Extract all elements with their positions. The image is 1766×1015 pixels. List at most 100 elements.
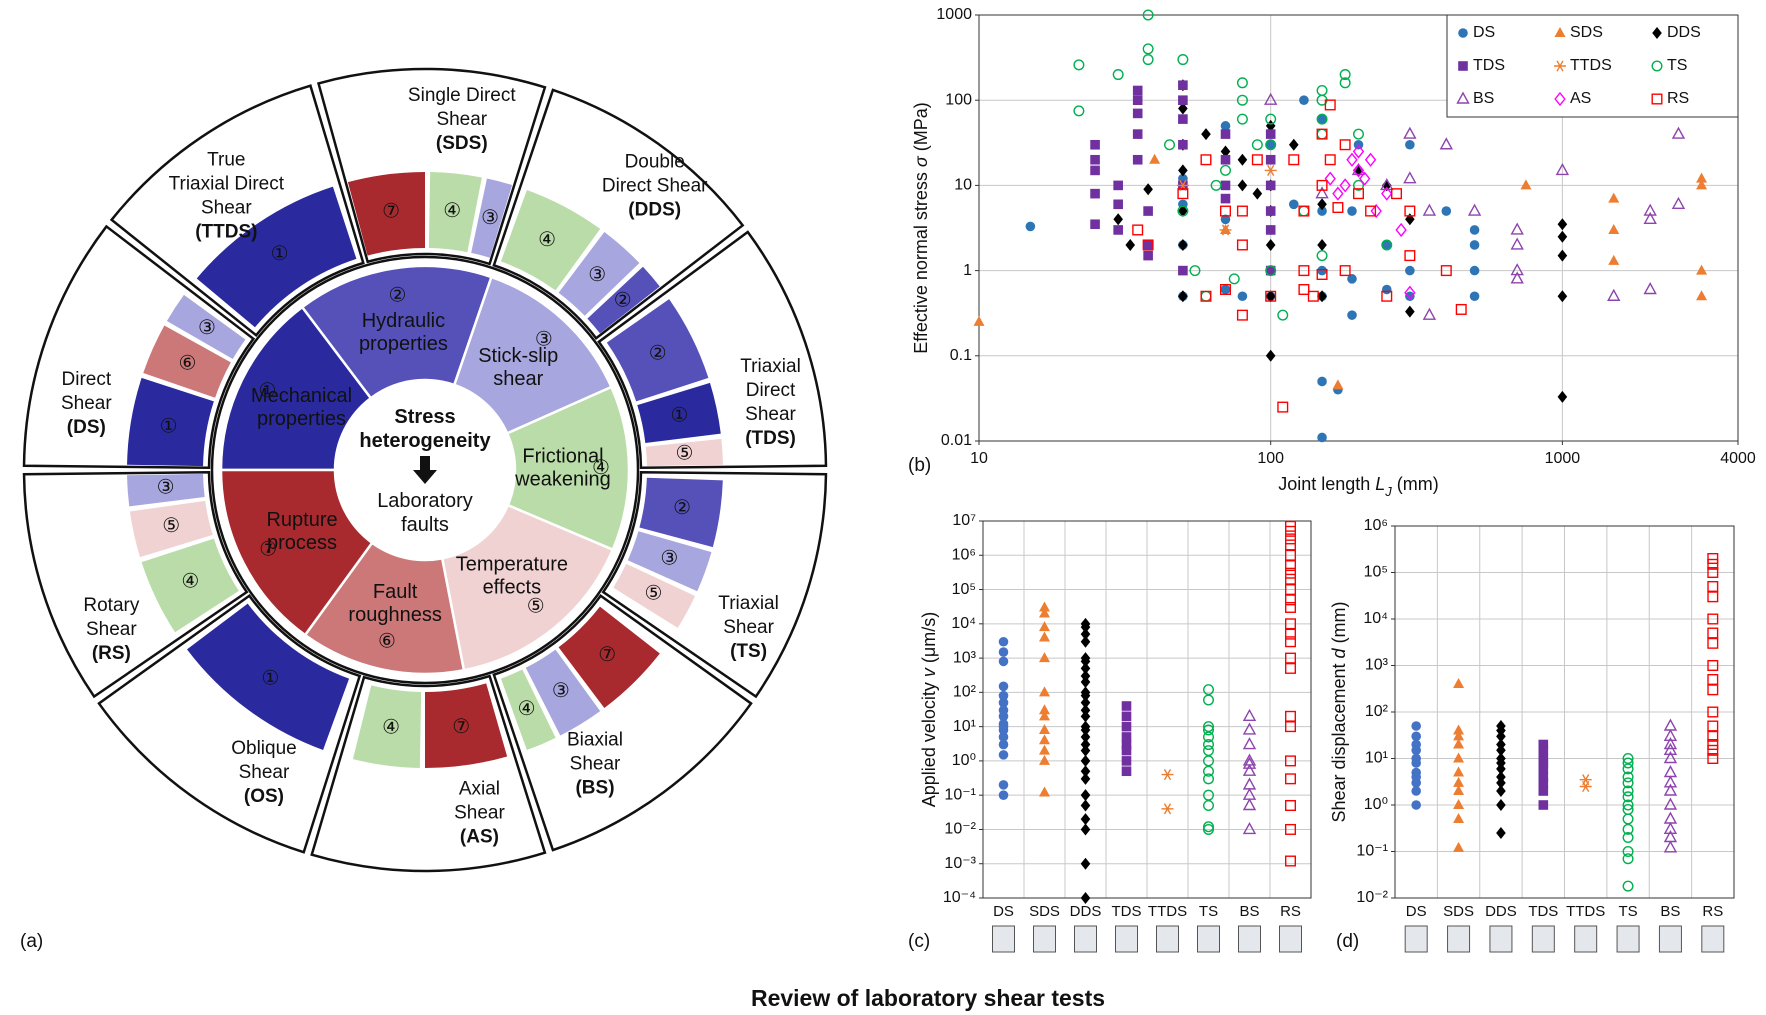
test-segment xyxy=(352,685,422,768)
point xyxy=(1707,673,1719,685)
panel-label: (b) xyxy=(908,455,931,476)
point xyxy=(1284,799,1296,811)
y-tick-label: 10⁷ xyxy=(952,512,976,529)
point xyxy=(1663,751,1678,764)
factor-label: Temperature effects xyxy=(456,554,568,599)
point xyxy=(1220,164,1232,176)
legend-label: TDS xyxy=(1473,57,1505,74)
test-segment xyxy=(127,377,214,467)
point xyxy=(1453,678,1465,689)
point xyxy=(1411,721,1421,731)
point xyxy=(1090,165,1100,176)
legend-label: RS xyxy=(1667,90,1689,107)
point xyxy=(1090,139,1100,150)
point xyxy=(1284,662,1296,674)
test-label-line: Shear xyxy=(201,198,252,219)
test-segment xyxy=(166,294,246,359)
point xyxy=(1284,601,1296,613)
point xyxy=(1237,153,1248,166)
point xyxy=(1284,573,1296,585)
point xyxy=(1381,186,1393,201)
point xyxy=(1707,558,1719,570)
point xyxy=(1121,721,1132,732)
segment-number: ④ xyxy=(518,696,536,720)
point xyxy=(1707,753,1719,765)
point xyxy=(1236,205,1248,217)
point xyxy=(1441,206,1452,216)
legend-marker xyxy=(1651,93,1663,105)
point xyxy=(1663,742,1678,756)
point xyxy=(1220,121,1231,131)
point xyxy=(1202,823,1214,835)
point xyxy=(1339,265,1351,277)
y-tick-label: 0.1 xyxy=(950,347,972,364)
factor-label-line: shear xyxy=(493,368,543,390)
y-tick-label: 10³ xyxy=(1365,657,1389,674)
x-tick-label: DS xyxy=(1406,903,1427,920)
point xyxy=(1707,613,1719,625)
test-label-line: (DDS) xyxy=(628,199,681,220)
point xyxy=(1347,310,1357,320)
y-tick-label: 10² xyxy=(1365,703,1389,720)
test-segment xyxy=(143,325,231,398)
point xyxy=(1622,853,1634,865)
test-label-line: (BS) xyxy=(575,777,614,798)
point xyxy=(1317,376,1327,387)
point xyxy=(1202,821,1214,833)
y-axis-label: Applied velocity v (μm/s) xyxy=(919,612,939,807)
point xyxy=(1608,223,1620,234)
point xyxy=(1284,618,1296,630)
x-tick-label: RS xyxy=(1702,903,1723,920)
point xyxy=(1622,753,1634,765)
category-icon xyxy=(1616,925,1640,953)
point xyxy=(1411,786,1421,796)
y-axis-label-part: (μm/s) xyxy=(919,612,939,668)
category-icon xyxy=(1574,925,1598,953)
point xyxy=(1265,290,1277,302)
factor-label-line: weakening xyxy=(514,469,611,491)
point xyxy=(1265,349,1276,362)
point xyxy=(1284,525,1296,537)
point xyxy=(1453,776,1465,787)
x-tick-label: BS xyxy=(1239,903,1259,920)
point xyxy=(1538,778,1549,788)
point xyxy=(998,690,1009,701)
point xyxy=(1039,734,1050,745)
point xyxy=(1352,188,1364,200)
point xyxy=(1622,832,1634,844)
point xyxy=(1265,139,1276,150)
category-icon xyxy=(1531,925,1555,953)
point xyxy=(1178,238,1188,251)
factor-number: ③ xyxy=(535,327,553,351)
point xyxy=(1352,163,1365,178)
point xyxy=(1538,772,1549,782)
point xyxy=(1132,129,1143,139)
point xyxy=(1496,744,1506,757)
test-segment xyxy=(558,606,660,708)
category-icon xyxy=(1074,925,1097,953)
segment-number: ④ xyxy=(443,198,461,222)
point xyxy=(998,721,1009,732)
point xyxy=(1622,880,1634,892)
point xyxy=(1510,263,1524,276)
point xyxy=(1347,274,1357,284)
point xyxy=(1178,80,1188,90)
point xyxy=(1080,765,1091,778)
point xyxy=(1080,689,1091,702)
test-label: Biaxial Shear (BS) xyxy=(567,729,623,798)
segment-number: ① xyxy=(271,241,289,265)
point xyxy=(1220,205,1232,217)
x-tick-label: TTDS xyxy=(1566,903,1605,920)
point xyxy=(1663,737,1678,750)
point xyxy=(1557,218,1568,231)
x-axis-label-part: (mm) xyxy=(1392,474,1439,494)
point xyxy=(1132,224,1144,236)
segment-number: ③ xyxy=(660,545,678,569)
point xyxy=(1284,560,1296,572)
x-tick-label: 4000 xyxy=(1720,450,1756,467)
point xyxy=(1538,800,1549,810)
y-tick-label: 10⁵ xyxy=(1364,564,1388,581)
point xyxy=(1404,285,1416,300)
